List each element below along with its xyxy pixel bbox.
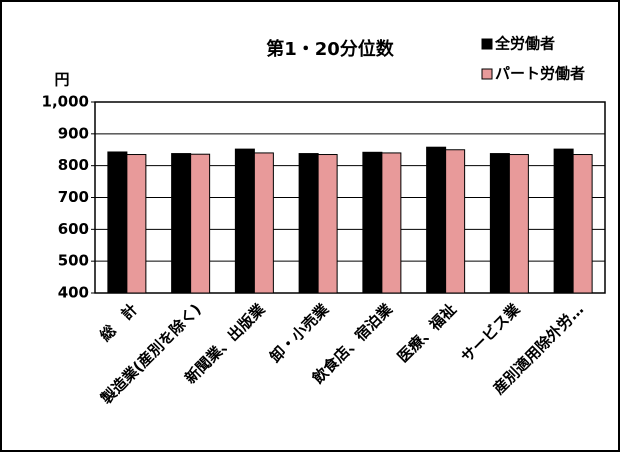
bar bbox=[381, 152, 402, 294]
y-unit: 円 bbox=[54, 71, 69, 89]
y-tick-label: 1,000 bbox=[42, 93, 89, 111]
y-tick-label: 400 bbox=[58, 284, 89, 302]
chart-title: 第1・20分位数 bbox=[266, 38, 395, 60]
y-tick-label: 700 bbox=[58, 188, 89, 206]
bar bbox=[317, 154, 338, 294]
legend-label: 全労働者 bbox=[494, 35, 555, 53]
bar bbox=[553, 148, 574, 294]
bar bbox=[489, 153, 510, 294]
legend-label: パート労働者 bbox=[495, 65, 585, 83]
bar bbox=[508, 154, 529, 294]
bar bbox=[572, 154, 593, 294]
y-tick-label: 800 bbox=[58, 156, 89, 174]
bar bbox=[426, 146, 447, 294]
bar bbox=[171, 153, 192, 294]
bar bbox=[298, 153, 319, 294]
bar bbox=[126, 154, 147, 294]
bar bbox=[107, 151, 128, 294]
bar bbox=[445, 149, 466, 294]
bar bbox=[362, 151, 383, 294]
bar bbox=[190, 153, 211, 294]
legend-swatch bbox=[481, 38, 493, 50]
bar bbox=[253, 152, 274, 294]
y-tick-label: 600 bbox=[58, 220, 89, 238]
y-tick-label: 900 bbox=[58, 124, 89, 142]
y-tick-label: 500 bbox=[58, 252, 89, 270]
bar bbox=[234, 148, 255, 294]
legend-swatch bbox=[481, 68, 493, 80]
